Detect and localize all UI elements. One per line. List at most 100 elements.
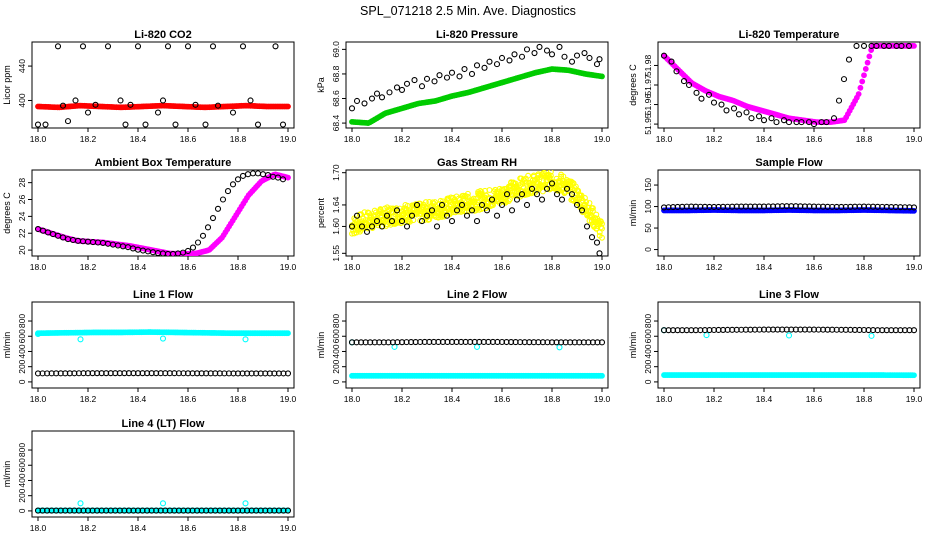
chart-title: Line 2 Flow (447, 289, 507, 301)
plot-area (348, 43, 605, 126)
data-point (862, 66, 869, 72)
data-point (413, 201, 421, 208)
x-tick-label: 18.8 (230, 134, 247, 144)
chart-title: Ambient Box Temperature (95, 157, 232, 169)
data-point (748, 115, 755, 122)
data-point (219, 196, 227, 203)
x-tick-label: 18.8 (544, 134, 561, 144)
x-tick-label: 19.0 (280, 394, 297, 404)
data-point (378, 223, 386, 230)
data-point (403, 223, 411, 230)
data-point (866, 53, 873, 60)
data-point (785, 119, 793, 126)
data-point (358, 223, 366, 230)
data-point (42, 121, 49, 128)
data-point (159, 500, 167, 507)
data-point (685, 81, 693, 89)
data-point (735, 111, 743, 118)
plot-area (348, 338, 606, 379)
data-point (730, 105, 738, 112)
data-point (582, 195, 588, 201)
y-tick-label: 400 (17, 93, 27, 107)
y-tick-label: 69.0 (331, 41, 341, 58)
y-tick-label: 200 (643, 359, 653, 373)
data-point (583, 223, 591, 230)
data-point (204, 224, 212, 231)
data-point (72, 97, 79, 104)
data-point (596, 56, 603, 63)
chart-panel: Line 3 Flow 18.0 18.2 18.4 18.6 18.8 19.0 0 2004… (628, 289, 923, 404)
data-point (464, 190, 471, 197)
series-2-5-min-average (34, 370, 292, 377)
x-tick-label: 18.2 (706, 394, 723, 404)
data-point (418, 218, 426, 225)
data-point (393, 84, 401, 91)
data-point (468, 70, 476, 77)
data-point (586, 54, 593, 62)
data-point (393, 207, 401, 214)
series-continuous (35, 102, 291, 111)
y-tick-label: 400 (643, 344, 653, 358)
data-point (285, 330, 291, 337)
data-point (189, 244, 197, 251)
x-tick-label: 18.8 (856, 262, 873, 272)
y-tick-label: 800 (17, 314, 27, 328)
data-point (498, 201, 506, 208)
data-point (249, 170, 257, 177)
x-tick-label: 19.0 (906, 394, 923, 404)
data-point (254, 121, 262, 128)
y-axis-label: ml/min (628, 332, 638, 359)
data-point (599, 372, 605, 379)
data-point (589, 205, 596, 212)
chart-title: Li-820 Pressure (436, 29, 518, 41)
data-point (543, 185, 551, 192)
page-title: SPL_071218 2.5 Min. Ave. Diagnostics (360, 4, 576, 18)
data-point (511, 51, 518, 58)
data-point (588, 234, 596, 241)
data-point (481, 64, 488, 71)
x-tick-label: 19.0 (594, 394, 611, 404)
data-point (556, 344, 563, 351)
x-tick-label: 18.6 (180, 523, 197, 533)
y-tick-label: 100 (643, 199, 653, 213)
data-point (910, 204, 918, 211)
data-point (723, 107, 730, 114)
x-tick-label: 18.4 (756, 134, 773, 144)
data-point (284, 370, 292, 377)
series-2-5-min-average (348, 180, 603, 256)
chart-panel: Line 1 Flow 18.0 18.2 18.4 18.6 18.8 19.0 0 2004… (2, 289, 297, 404)
x-tick-label: 18.4 (444, 134, 461, 144)
data-point (483, 207, 491, 214)
x-tick-label: 18.4 (756, 394, 773, 404)
y-tick-label: 68.4 (331, 115, 341, 132)
data-point (429, 199, 436, 206)
data-point (159, 335, 167, 342)
data-point (780, 117, 788, 124)
data-point (164, 43, 172, 50)
y-tick-label: 1.55 (331, 245, 341, 262)
data-point (853, 42, 860, 49)
y-axis-label: degrees C (2, 192, 12, 234)
data-point (547, 170, 554, 175)
chart-title: Line 3 Flow (759, 289, 819, 301)
plot-area (34, 500, 292, 514)
x-tick-label: 18.0 (30, 523, 47, 533)
chart-title: Line 1 Flow (133, 289, 193, 301)
data-point (905, 42, 913, 49)
x-tick-label: 18.0 (30, 394, 47, 404)
data-point (285, 103, 291, 110)
data-point (422, 199, 429, 206)
x-tick-label: 18.8 (544, 262, 561, 272)
data-point (536, 43, 543, 50)
x-tick-label: 18.8 (856, 394, 873, 404)
data-point (199, 232, 207, 239)
data-point (448, 218, 456, 225)
x-tick-label: 18.6 (494, 134, 511, 144)
data-point (224, 188, 232, 195)
data-point (348, 105, 356, 112)
data-point (373, 90, 381, 97)
y-axis-label: ml/min (2, 461, 12, 488)
data-point (528, 185, 536, 192)
x-tick-label: 18.2 (706, 134, 723, 144)
y-axis-label: degrees C (628, 64, 638, 106)
